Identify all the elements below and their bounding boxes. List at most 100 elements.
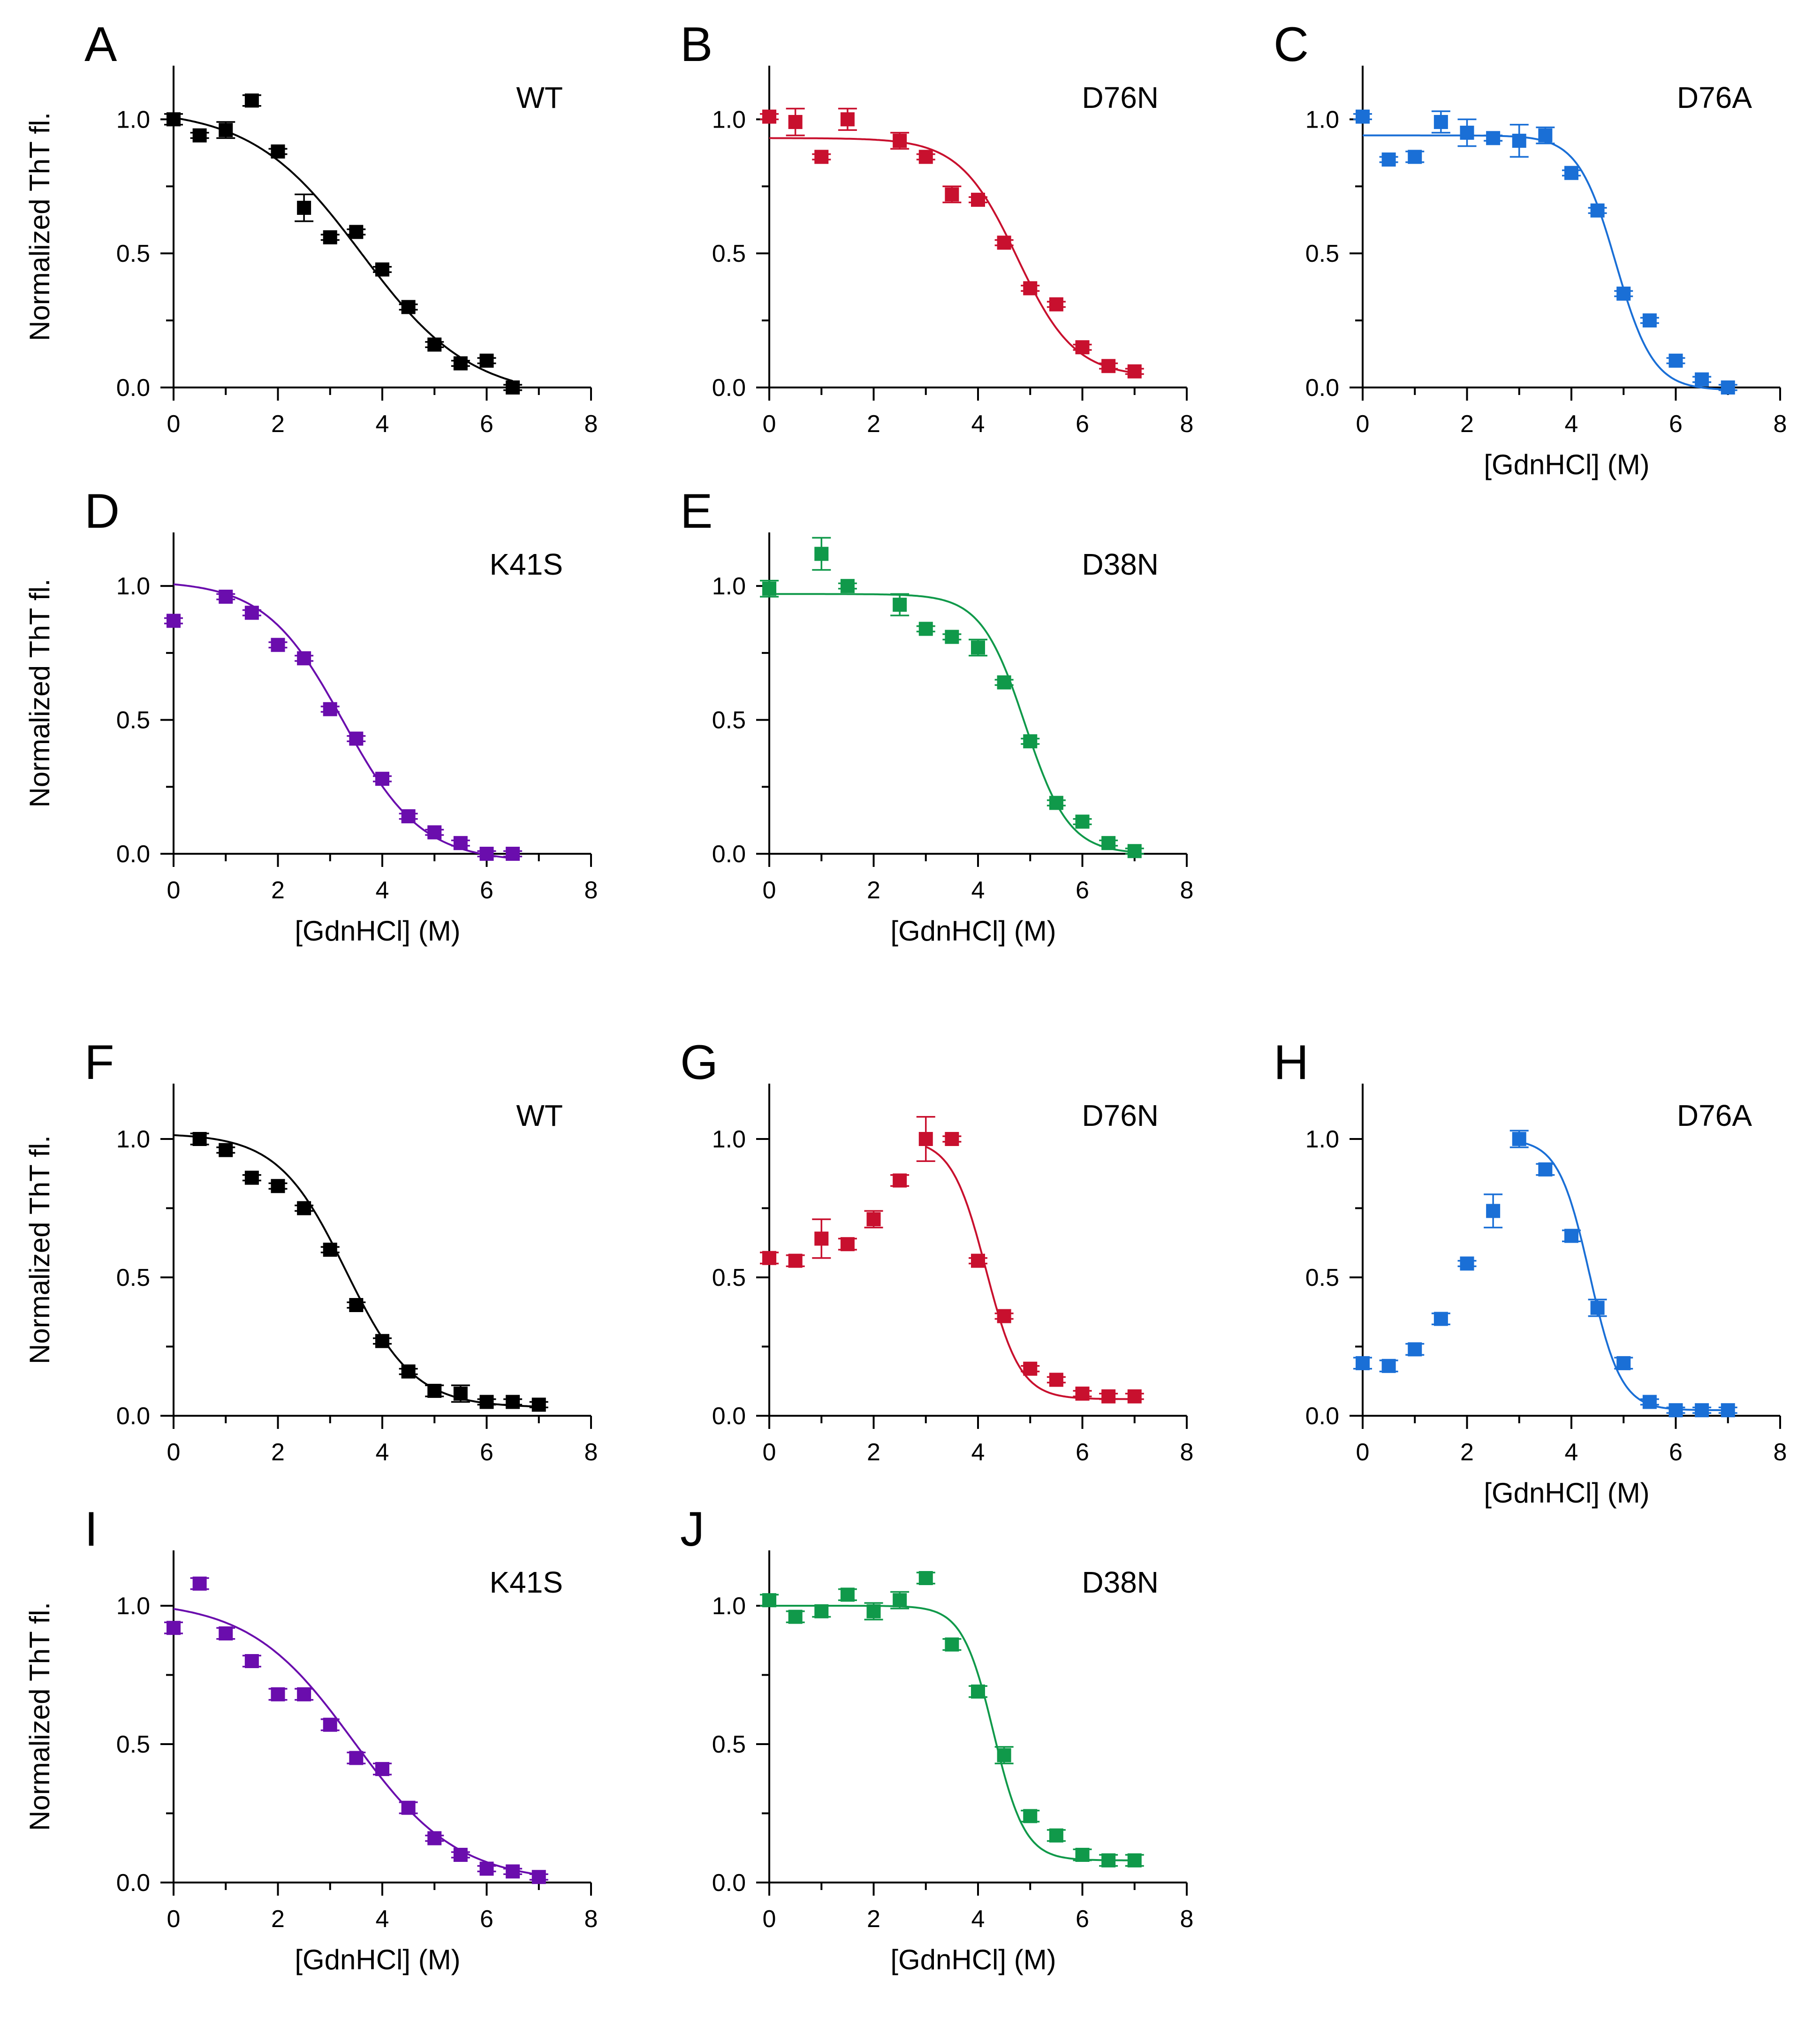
data-point bbox=[401, 809, 416, 824]
data-point bbox=[893, 134, 907, 148]
data-point bbox=[893, 598, 907, 612]
data-point bbox=[219, 1143, 233, 1157]
x-tick-label: 0 bbox=[167, 410, 181, 438]
data-point bbox=[1101, 1853, 1116, 1868]
x-tick-label: 0 bbox=[1356, 410, 1370, 438]
data-point bbox=[1668, 353, 1683, 368]
data-point bbox=[244, 93, 259, 108]
y-tick-label: 0.0 bbox=[116, 374, 150, 402]
panel-letter: J bbox=[680, 1502, 705, 1556]
x-tick-label: 2 bbox=[1460, 410, 1474, 438]
x-tick-label: 6 bbox=[480, 877, 493, 904]
fit-curve bbox=[769, 137, 1135, 374]
data-point bbox=[323, 1717, 337, 1732]
data-point bbox=[971, 1253, 985, 1268]
x-tick-label: 8 bbox=[1180, 1906, 1194, 1933]
x-tick-label: 4 bbox=[971, 410, 985, 438]
data-point bbox=[1433, 115, 1448, 129]
x-tick-label: 4 bbox=[1565, 1439, 1578, 1466]
data-point bbox=[1127, 1389, 1142, 1404]
data-point bbox=[167, 614, 181, 628]
variant-label: K41S bbox=[489, 1565, 563, 1599]
x-tick-label: 4 bbox=[376, 877, 389, 904]
data-point bbox=[531, 1870, 546, 1884]
data-point bbox=[840, 1237, 855, 1252]
data-point bbox=[1538, 1162, 1553, 1177]
y-tick-label: 0.5 bbox=[712, 240, 746, 267]
y-axis-label: Normalized ThT fl. bbox=[24, 579, 55, 808]
y-tick-label: 0.5 bbox=[712, 707, 746, 734]
x-tick-label: 8 bbox=[584, 877, 598, 904]
x-tick-label: 8 bbox=[1774, 410, 1787, 438]
data-point bbox=[271, 638, 285, 652]
x-tick-label: 4 bbox=[971, 877, 985, 904]
x-tick-label: 0 bbox=[763, 1439, 776, 1466]
data-point bbox=[244, 1654, 259, 1668]
x-tick-label: 6 bbox=[1669, 1439, 1683, 1466]
data-point bbox=[375, 1762, 389, 1776]
data-point bbox=[1049, 1373, 1063, 1387]
x-tick-label: 0 bbox=[1356, 1439, 1370, 1466]
data-point bbox=[788, 115, 803, 129]
data-point bbox=[1101, 1389, 1116, 1404]
data-point bbox=[479, 1861, 494, 1876]
data-point bbox=[1460, 125, 1474, 140]
data-point bbox=[1642, 313, 1657, 328]
data-point bbox=[479, 1395, 494, 1409]
data-point bbox=[297, 651, 311, 666]
data-point bbox=[1023, 734, 1038, 749]
data-point bbox=[1075, 1848, 1090, 1862]
x-tick-label: 6 bbox=[1669, 410, 1683, 438]
x-tick-label: 8 bbox=[1774, 1439, 1787, 1466]
panel-letter: C bbox=[1274, 17, 1309, 72]
data-point bbox=[271, 1687, 285, 1701]
x-axis-label: [GdnHCl] (M) bbox=[1484, 1477, 1649, 1509]
data-point bbox=[1642, 1395, 1657, 1409]
fit-curve bbox=[173, 583, 513, 859]
y-tick-label: 0.0 bbox=[712, 1403, 746, 1430]
x-tick-label: 2 bbox=[867, 1906, 880, 1933]
data-point bbox=[1512, 1132, 1526, 1146]
y-tick-label: 1.0 bbox=[712, 1126, 746, 1153]
data-point bbox=[1075, 340, 1090, 355]
data-point bbox=[814, 547, 829, 561]
chart-panel-b: B D76N 0 2 4 6 8 0.0 0.5 1.0 bbox=[680, 17, 1193, 438]
data-point bbox=[349, 225, 364, 239]
x-axis-label: [GdnHCl] (M) bbox=[295, 915, 460, 947]
chart-panel-g: G D76N 0 2 4 6 8 0.0 0.5 1.0 bbox=[680, 1035, 1193, 1466]
panel-letter: B bbox=[680, 17, 713, 72]
data-point bbox=[971, 640, 985, 655]
x-tick-label: 4 bbox=[376, 1906, 389, 1933]
data-point bbox=[788, 1253, 803, 1268]
x-tick-label: 2 bbox=[271, 410, 285, 438]
y-tick-label: 1.0 bbox=[712, 1593, 746, 1620]
fit-curve bbox=[173, 116, 513, 382]
x-tick-label: 8 bbox=[584, 410, 598, 438]
chart-panel-e: E D38N 0 2 4 6 8 0.0 0.5 1.0 [GdnHCl] (M) bbox=[680, 484, 1193, 947]
y-axis-label: Normalized ThT fl. bbox=[24, 1135, 55, 1364]
data-point bbox=[840, 579, 855, 593]
y-tick-label: 1.0 bbox=[1305, 106, 1339, 133]
data-point bbox=[453, 1848, 468, 1862]
data-point bbox=[918, 622, 933, 636]
data-point bbox=[1049, 297, 1063, 311]
data-point bbox=[788, 1609, 803, 1624]
data-point bbox=[297, 1201, 311, 1215]
data-point bbox=[762, 1251, 776, 1265]
x-tick-label: 2 bbox=[867, 1439, 880, 1466]
data-point bbox=[1075, 814, 1090, 829]
data-point bbox=[1538, 128, 1553, 143]
y-tick-label: 0.5 bbox=[1305, 1264, 1339, 1291]
y-tick-label: 0.5 bbox=[1305, 240, 1339, 267]
panel-letter: H bbox=[1274, 1035, 1309, 1090]
y-tick-label: 0.5 bbox=[116, 1264, 150, 1291]
x-axis-label: [GdnHCl] (M) bbox=[1484, 449, 1649, 480]
x-tick-label: 2 bbox=[867, 877, 880, 904]
data-point bbox=[427, 825, 442, 840]
data-point bbox=[1590, 203, 1605, 218]
data-point bbox=[1433, 1312, 1448, 1326]
y-tick-label: 0.5 bbox=[712, 1264, 746, 1291]
data-point bbox=[219, 123, 233, 137]
y-tick-label: 0.0 bbox=[1305, 1403, 1339, 1430]
